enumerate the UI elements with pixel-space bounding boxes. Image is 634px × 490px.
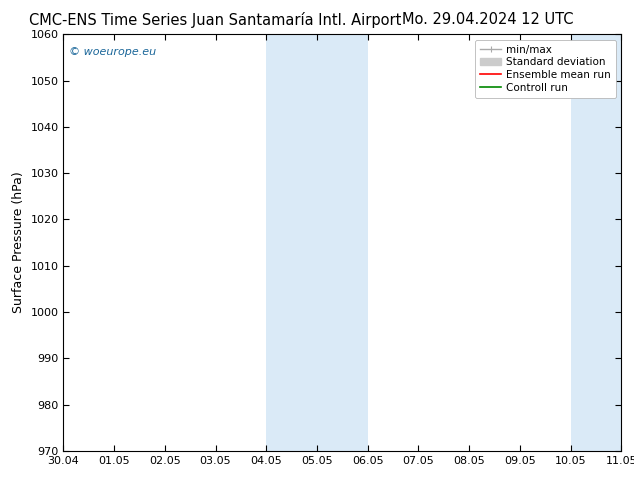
Text: Mo. 29.04.2024 12 UTC: Mo. 29.04.2024 12 UTC [403,12,574,27]
Legend: min/max, Standard deviation, Ensemble mean run, Controll run: min/max, Standard deviation, Ensemble me… [475,40,616,98]
Bar [571,34,621,451]
Text: CMC-ENS Time Series Juan Santamaría Intl. Airport: CMC-ENS Time Series Juan Santamaría Intl… [29,12,402,28]
Text: © woeurope.eu: © woeurope.eu [69,47,156,57]
Y-axis label: Surface Pressure (hPa): Surface Pressure (hPa) [12,172,25,314]
Bar [266,34,368,451]
